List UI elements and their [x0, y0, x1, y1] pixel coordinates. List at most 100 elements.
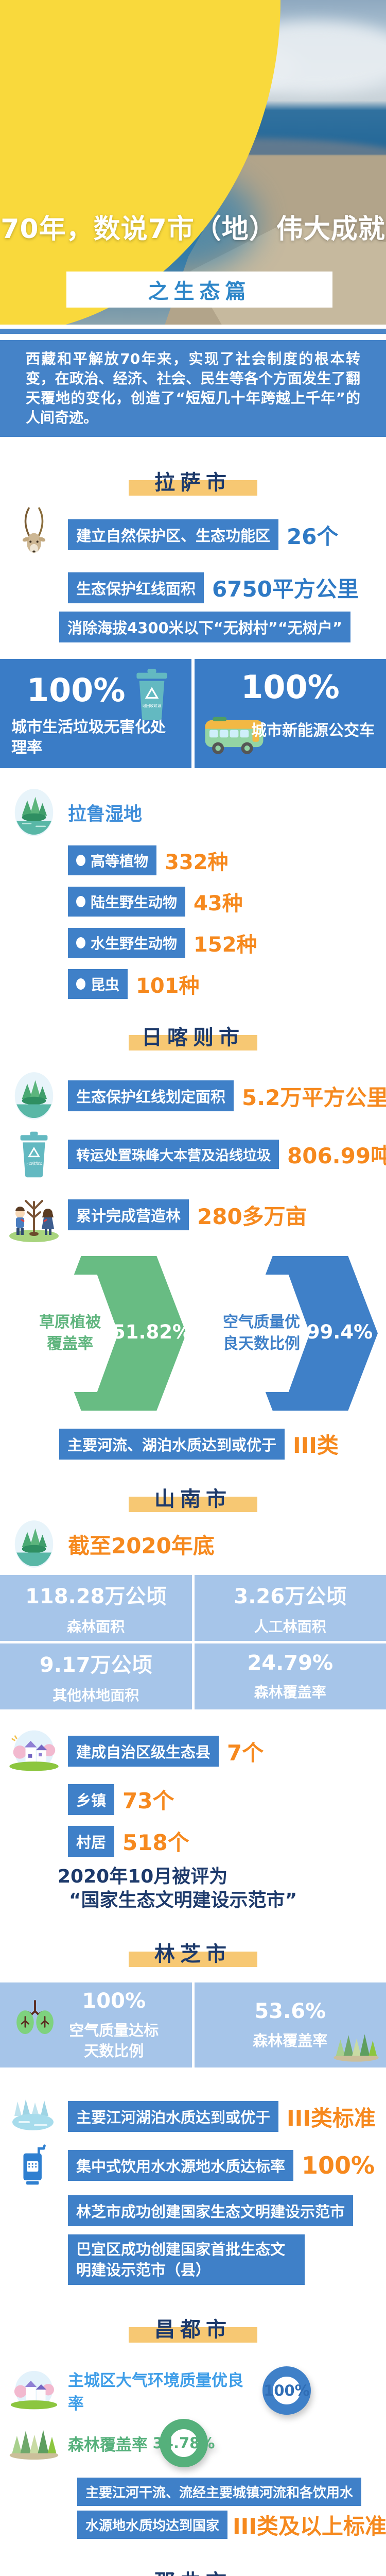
header-highlight-bar: [129, 1952, 257, 1967]
hex-stat-grass: 草原植被 覆盖率 51.82%: [22, 1256, 192, 1411]
section-header-changdu: 昌都市: [129, 2313, 257, 2343]
grid-cell: 9.17万公顷 其他林地面积: [0, 1643, 192, 1709]
header-highlight-bar: [129, 1035, 257, 1050]
hexagon-label-card: 空气质量优 良天数比例: [213, 1275, 310, 1392]
stat-label-chip: 高等植物: [68, 845, 157, 875]
stat-row: 建成自治区级生态县 7个: [0, 1729, 386, 1773]
section-header-rikaze: 日喀则市: [129, 1021, 257, 1050]
trees-icon: [331, 2030, 381, 2064]
section-linzhi: 林芝市 100% 空气质量达标 天数比例: [0, 1937, 386, 2285]
stat-row-air: 主城区大气环境质量优良率 100%: [0, 2366, 386, 2415]
banner-divider: [191, 1982, 195, 2067]
divider-line: [0, 329, 386, 334]
award-line2: “国家生态文明建设示范市”: [69, 1890, 297, 1911]
water-dispenser-icon: [0, 2144, 68, 2187]
shannan-stat-grid: 118.28万公顷 森林面积 3.26万公顷 人工林面积 9.17万公顷 其他林…: [0, 1575, 386, 1709]
stat-card-garbage: 100% 可回收垃圾 城市生活垃圾无害化处理率: [0, 659, 191, 768]
stat-label: 主城区大气环境质量优良率: [68, 2371, 243, 2413]
wetland-icon: [0, 1518, 68, 1570]
section-header-linzhi: 林芝市: [129, 1937, 257, 1967]
stat-value: 152种: [194, 933, 257, 957]
stat-label-chip: 主要江河湖泊水质达到或优于: [68, 2101, 279, 2132]
bullet-dot: [76, 855, 85, 866]
recycle-bin-icon: 可回收垃圾: [133, 667, 171, 723]
lhasa-stat-cards: 100% 可回收垃圾 城市生活垃圾无害化处理率 100%: [0, 659, 386, 768]
stat-label-chip: 消除海拔4300米以下“无树村”“无树户”: [59, 612, 350, 642]
stat-label-chip: 巴宜区成功创建国家首批生态文明建设示范市（县）: [68, 2234, 305, 2285]
stat-label: 森林覆盖率: [254, 1684, 326, 1701]
stat-row: 累计完成营造林 280多万亩: [0, 1187, 386, 1243]
stat-stack: 53.6% 森林覆盖率: [253, 1999, 327, 2051]
stat-row: 集中式饮用水水源地水质达标率 100%: [0, 2144, 386, 2187]
asof-row: 截至2020年底: [0, 1518, 386, 1570]
stat-label: 空气质量优 良天数比例: [223, 1313, 300, 1353]
linzhi-banner: 100% 空气质量达标 天数比例 53.6% 森林覆盖率: [0, 1982, 386, 2067]
stat-row: 主要江河湖泊水质达到或优于 III类标准: [0, 2098, 386, 2134]
stat-label: 其他林地面积: [52, 1687, 139, 1704]
stat-value: 806.99吨: [287, 1143, 386, 1168]
section-shannan: 山南市 截至2020年底 118.28万公顷 森林面积 3: [0, 1482, 386, 1912]
stat-value: III类: [293, 1433, 339, 1458]
stat-value: 100%: [241, 668, 340, 706]
header-highlight-bar: [129, 2327, 257, 2343]
tree-planting-icon: [0, 1187, 68, 1243]
stat-value: III类及以上标准: [233, 2514, 386, 2539]
stat-label-chip: 建立自然保护区、生态功能区: [68, 519, 279, 550]
lungs-icon: [13, 1997, 57, 2040]
section-title: 昌都市: [154, 2318, 232, 2342]
stat-label-chip: 生态保护红线划定面积: [68, 1080, 234, 1111]
section-header-naqu: 那曲市: [129, 2565, 257, 2576]
village-icon: [0, 1729, 68, 1773]
grid-cell: 24.79% 森林覆盖率: [194, 1643, 386, 1709]
stat-row: 主要河流、湖泊水质达到或优于 III类: [59, 1428, 386, 1460]
stat-value: 51.82%: [112, 1321, 192, 1343]
section-title: 山南市: [154, 1487, 232, 1511]
stat-value: 518个: [122, 1830, 189, 1855]
wetland-item: 高等植物 332种: [68, 845, 386, 875]
stat-value: 9.17万公顷: [39, 1653, 152, 1677]
stat-label: 森林覆盖率: [253, 2031, 328, 2049]
stat-value: 43种: [194, 892, 243, 916]
award-line1: 2020年10月被评为: [58, 1866, 228, 1887]
bus-icon: [202, 709, 267, 759]
stat-card-bus: 100% 城市新能源公交车: [195, 659, 386, 768]
intro-box: 西藏和平解放70年来，实现了社会制度的根本转变，在政治、经济、社会、民生等各个方…: [0, 340, 386, 437]
section-header-shannan: 山南市: [129, 1482, 257, 1512]
svg-text:可回收垃圾: 可回收垃圾: [26, 1161, 43, 1166]
stat-label-chip: 生态保护红线面积: [68, 572, 204, 603]
stat-value: 332种: [165, 851, 229, 874]
banner-air-quality: 100% 空气质量达标 天数比例: [0, 1982, 192, 2067]
wetland-item: 昆虫 101种: [68, 969, 386, 999]
stat-label: 城市新能源公交车: [251, 722, 375, 740]
stat-label-chip: 水生野生动物: [68, 928, 186, 958]
header-highlight-bar: [129, 1497, 257, 1512]
stat-value: 100%: [302, 2151, 375, 2179]
stat-value: 100%: [82, 1989, 146, 2013]
section-title: 日喀则市: [142, 1026, 244, 1049]
stat-value: III类标准: [287, 2105, 376, 2131]
stat-row: 消除海拔4300米以下“无树村”“无树户”: [59, 612, 386, 642]
stat-row: 生态保护红线面积 6750平方公里: [68, 572, 386, 603]
stat-row: 可回收垃圾 转运处置珠峰大本营及沿线垃圾 806.99吨: [0, 1130, 386, 1178]
stat-row: 建立自然保护区、生态功能区 26个: [0, 506, 386, 564]
stat-value: 3.26万公顷: [234, 1585, 347, 1608]
stat-row: 乡镇 73个: [68, 1784, 386, 1815]
stat-row: 生态保护红线划定面积 5.2万平方公里: [0, 1070, 386, 1122]
antelope-icon: [0, 506, 68, 564]
grid-cell: 3.26万公顷 人工林面积: [194, 1575, 386, 1641]
stat-label: 城市生活垃圾无害化处理率: [11, 718, 166, 757]
section-header-lhasa: 拉萨市: [129, 466, 257, 496]
stat-label: 人工林面积: [254, 1618, 326, 1635]
stat-label: 草原植被 覆盖率: [39, 1313, 101, 1353]
section-naqu: 那曲市 98%以上 市区空气质量指数优良率: [0, 2565, 386, 2576]
stat-row: 村居 518个: [68, 1825, 386, 1857]
section-title: 那曲市: [154, 2565, 232, 2576]
page-title: 70年，数说7市（地）伟大成就: [1, 214, 385, 245]
section-lhasa: 拉萨市 建立自然保护区、生态功能区 26个 生态保护红线面积: [0, 466, 386, 999]
section-rikaze: 日喀则市 生态保护红线划定面积 5.2万平方公里: [0, 1021, 386, 1460]
stat-row-forest: 森林覆盖率 34.78%: [0, 2419, 386, 2467]
wetland-item: 水生野生动物 152种: [68, 928, 386, 958]
section-title: 林芝市: [154, 1942, 232, 1966]
stat-label-chip: 转运处置珠峰大本营及沿线垃圾: [68, 1139, 279, 1169]
stat-label-chip: 建成自治区级生态县: [68, 1736, 219, 1767]
